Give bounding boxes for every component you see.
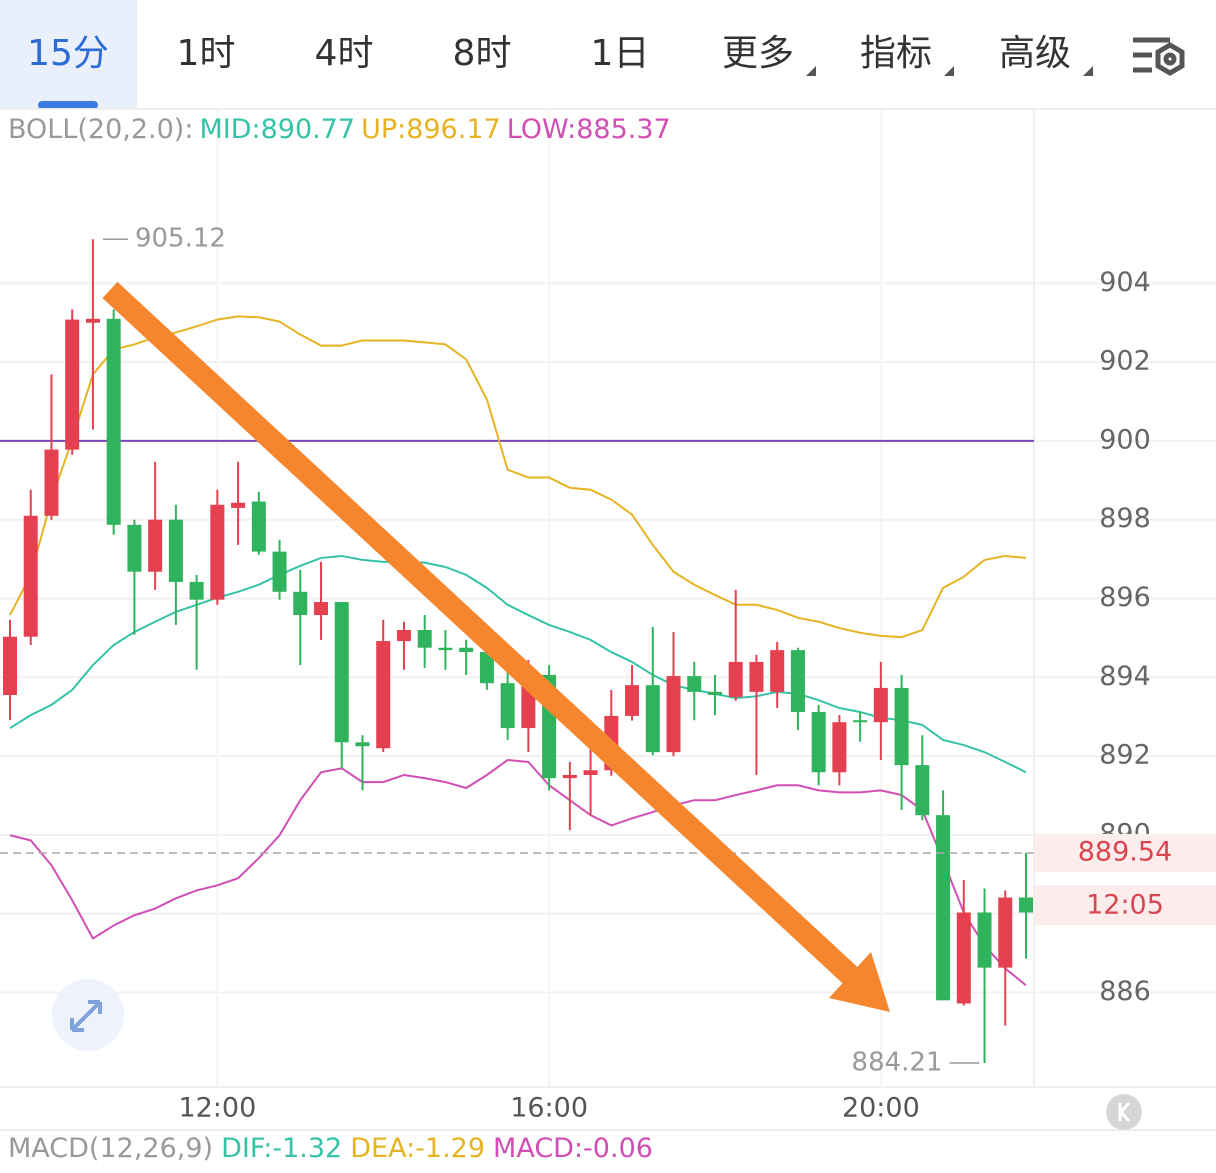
candle-body [562,774,577,779]
y-tick-label: 900 [1099,424,1151,455]
candle-body [438,647,453,651]
candle-body [44,449,59,516]
candle-body [853,720,868,723]
max-label: 905.12 [135,224,226,254]
price-axis: 886888890892894896898900902904889.5412:0… [1034,267,1216,1007]
scroll-latest-button[interactable] [1106,1094,1142,1130]
candle-body [106,318,121,525]
candle-body [23,515,38,637]
plot: 905.12 884.21 [0,224,1034,1077]
candle-body [459,647,474,653]
candle-body [148,519,163,572]
y-tick-label: 904 [1099,267,1151,298]
candle-body [293,591,308,616]
y-tick-label: 894 [1099,661,1151,692]
tab[interactable]: 8时 [453,33,512,74]
selected-tab-indicator [38,101,98,109]
boll-value: LOW:885.37 [507,114,671,145]
candle-body [707,691,722,696]
candle-body [500,683,515,729]
candle-body [376,641,391,749]
dropdown-caret [944,66,954,76]
selected-tab-bg [0,0,137,108]
candle-body [583,770,598,775]
candle-body [645,685,660,753]
last-price-label: 889.54 [1078,836,1172,867]
y-tick-label: 892 [1099,740,1151,771]
candle-body [790,650,805,712]
candle-body [314,602,329,616]
boll-value: UP:896.17 [361,114,501,145]
candle-body [728,661,743,697]
macd-value: MACD:-0.06 [493,1133,653,1164]
macd-header: MACD(12,26,9) DIF:-1.32 DEA:-1.29 MACD:-0.0… [8,1133,653,1164]
tab[interactable]: 高级 [999,33,1071,74]
candle-body [998,897,1013,968]
candle-body [85,318,100,323]
candle-body [231,502,246,508]
boll-label: BOLL(20,2.0): [8,114,193,145]
macd-value: DIF:-1.32 [221,1133,342,1164]
candle-body [272,551,287,592]
settings-icon[interactable] [1133,37,1185,76]
macd-value: DEA:-1.29 [350,1133,485,1164]
candle-body [189,581,204,600]
candle-body [936,815,951,1001]
tab[interactable]: 1时 [177,33,236,74]
tab[interactable]: 15分 [27,33,109,74]
candle-body [65,319,80,450]
candle-body [873,687,888,723]
candle-body [770,650,785,692]
candle-body [956,912,971,1004]
countdown-box [1034,884,1216,925]
candle-body [832,722,847,773]
y-tick-label: 898 [1099,503,1151,534]
candle-body [127,524,142,572]
candle-body [749,661,764,692]
y-tick-label: 886 [1099,976,1151,1007]
min-label: 884.21 [852,1047,943,1077]
candle-body [977,912,992,968]
candle-body [168,519,183,582]
x-tick-label: 12:00 [178,1093,256,1124]
tab[interactable]: 更多 [722,33,794,74]
candle-body [355,742,370,747]
x-tick-label: 20:00 [842,1093,920,1124]
tab[interactable]: 指标 [860,33,932,74]
expand-button[interactable] [52,979,124,1051]
tab[interactable]: 1日 [591,33,650,74]
candle-body [210,504,225,600]
candle-body [251,501,266,552]
boll-header: BOLL(20,2.0): MID:890.77 UP:896.17 LOW:885.… [8,114,671,145]
countdown: 12:05 [1086,889,1164,920]
candle-body [396,630,411,642]
macd-label: MACD(12,26,9) [8,1133,213,1164]
trend-arrow [102,281,890,1012]
candle-body [625,685,640,716]
candle-body [3,636,17,696]
boll-line [9,554,1027,774]
candle-body [915,765,930,816]
x-tick-label: 16:00 [510,1093,588,1124]
boll-line [9,758,1027,987]
candle-body [521,685,536,729]
tab[interactable]: 4时 [315,33,374,74]
dropdown-caret [806,66,816,76]
candle-body [479,652,494,684]
candle-body [666,676,681,753]
candle-body [1019,897,1033,913]
candle-body [894,687,909,766]
y-tick-label: 902 [1099,346,1151,377]
price-box [1034,833,1216,872]
candle-body [687,676,702,692]
dropdown-caret [1083,66,1093,76]
candle-body [417,630,432,648]
candle-body [334,602,349,743]
y-tick-label: 896 [1099,582,1151,613]
candle-body [811,711,826,773]
boll-value: MID:890.77 [199,114,355,145]
boll-line [9,315,1027,639]
